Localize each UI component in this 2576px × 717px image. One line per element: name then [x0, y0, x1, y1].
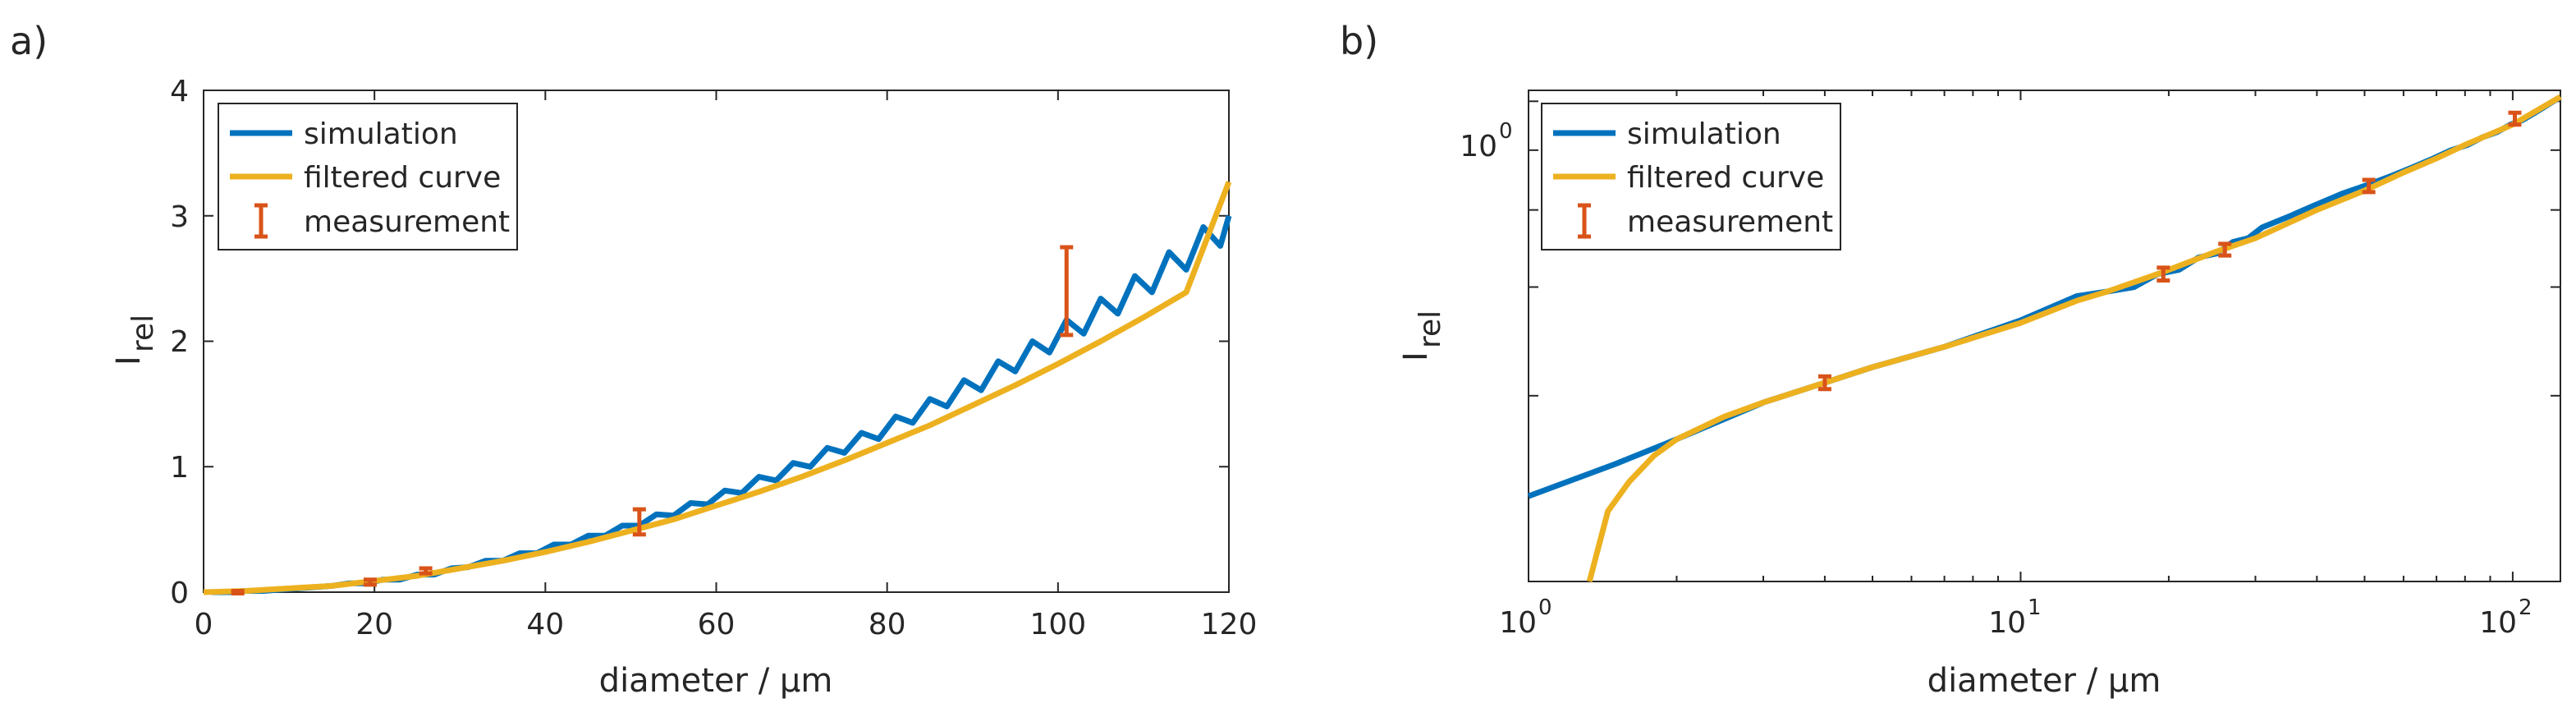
panel-a-ylabel: I rel — [110, 315, 160, 365]
panel-b-label: b) — [1340, 19, 1378, 63]
panel-b-measurement-errorbar — [2218, 241, 2232, 258]
panel-b-xtick-label: 10 2 — [2479, 595, 2532, 640]
panel-a-ytick-label: 0 — [170, 577, 189, 610]
panel-a-xlabel: diameter / µm — [599, 662, 833, 700]
panel-b-ylabel-main: I — [1397, 352, 1435, 361]
svg-text:0: 0 — [1499, 119, 1513, 144]
panel-b-measurement-errorbar — [2508, 110, 2522, 127]
panel-a-measurement-errorbar — [632, 507, 646, 537]
panel-a-ytick-label: 2 — [170, 325, 189, 359]
panel-b-xtick-label: 10 1 — [1988, 595, 2041, 640]
panel-b-plot-area — [1527, 94, 2562, 582]
svg-text:0: 0 — [1538, 595, 1552, 620]
panel-b-xtick-label: 10 0 — [1499, 595, 1552, 640]
panel-a-ylabel-subscript: rel — [126, 315, 160, 352]
panel-a-xtick-label: 120 — [1201, 608, 1258, 641]
panel-a-legend-measurement-swatch — [254, 203, 268, 239]
svg-text:10: 10 — [1988, 606, 2026, 640]
panel-a-xtick-label: 60 — [698, 608, 736, 641]
panel-a-measurement-errorbar — [231, 588, 245, 596]
panel-a-plot-area — [203, 181, 1232, 596]
panel-b-measurement-errorbar — [1817, 374, 1831, 392]
panel-b-legend-filtered-label: filtered curve — [1627, 161, 1824, 195]
panel-b-filtered-curve-line — [1586, 94, 2562, 582]
svg-text:10: 10 — [1499, 606, 1537, 640]
panel-a-measurement-errorbar — [419, 566, 433, 576]
panel-a-xtick-label: 20 — [355, 608, 393, 641]
panel-a-legend-filtered-label: filtered curve — [304, 161, 501, 195]
panel-b-measurement-errorbar — [2362, 177, 2376, 195]
panel-b-ticks — [1528, 90, 2560, 582]
panel-b-legend-measurement-label: measurement — [1627, 205, 1833, 239]
svg-text:2: 2 — [2519, 595, 2532, 620]
panel-b-legend-simulation-label: simulation — [1627, 117, 1781, 151]
panel-a-legend-simulation-label: simulation — [304, 117, 458, 151]
panel-a-xtick-label: 100 — [1029, 608, 1086, 641]
svg-text:10: 10 — [1460, 130, 1497, 163]
panel-a-xtick-label: 80 — [869, 608, 906, 641]
panel-b-ylabel: I rel — [1397, 310, 1447, 361]
panel-a: a) 0 20 40 60 80 100 120 0 1 2 3 4 diame… — [10, 19, 1257, 700]
svg-text:1: 1 — [2028, 595, 2042, 620]
panel-a-label: a) — [10, 19, 48, 63]
panel-a-ytick-label: 1 — [170, 451, 189, 485]
panel-a-xtick-label: 40 — [526, 608, 564, 641]
svg-text:10: 10 — [2479, 606, 2517, 640]
panel-a-xtick-label: 0 — [195, 608, 213, 641]
panel-a-legend-measurement-label: measurement — [304, 205, 510, 239]
panel-a-measurement-errorbar — [363, 577, 377, 587]
panel-b-xlabel: diameter / µm — [1927, 662, 2161, 700]
panel-a-ylabel-main: I — [110, 356, 148, 365]
panel-a-ytick-label: 3 — [170, 200, 189, 234]
panel-b: b) 10 0 10 1 10 2 10 0 diameter / µm I r… — [1340, 19, 2562, 700]
panel-a-measurement-errorbar — [1060, 245, 1074, 338]
panel-b-legend-measurement-swatch — [1578, 203, 1591, 239]
panel-a-ytick-label: 4 — [170, 75, 189, 108]
panel-b-ytick-label: 10 0 — [1460, 119, 1512, 163]
panel-b-legend: simulation filtered curve measurement — [1541, 103, 1841, 250]
panel-b-ylabel-subscript: rel — [1414, 310, 1447, 348]
panel-a-legend: simulation filtered curve measurement — [218, 103, 518, 250]
panel-b-measurement-errorbar — [2157, 265, 2170, 283]
